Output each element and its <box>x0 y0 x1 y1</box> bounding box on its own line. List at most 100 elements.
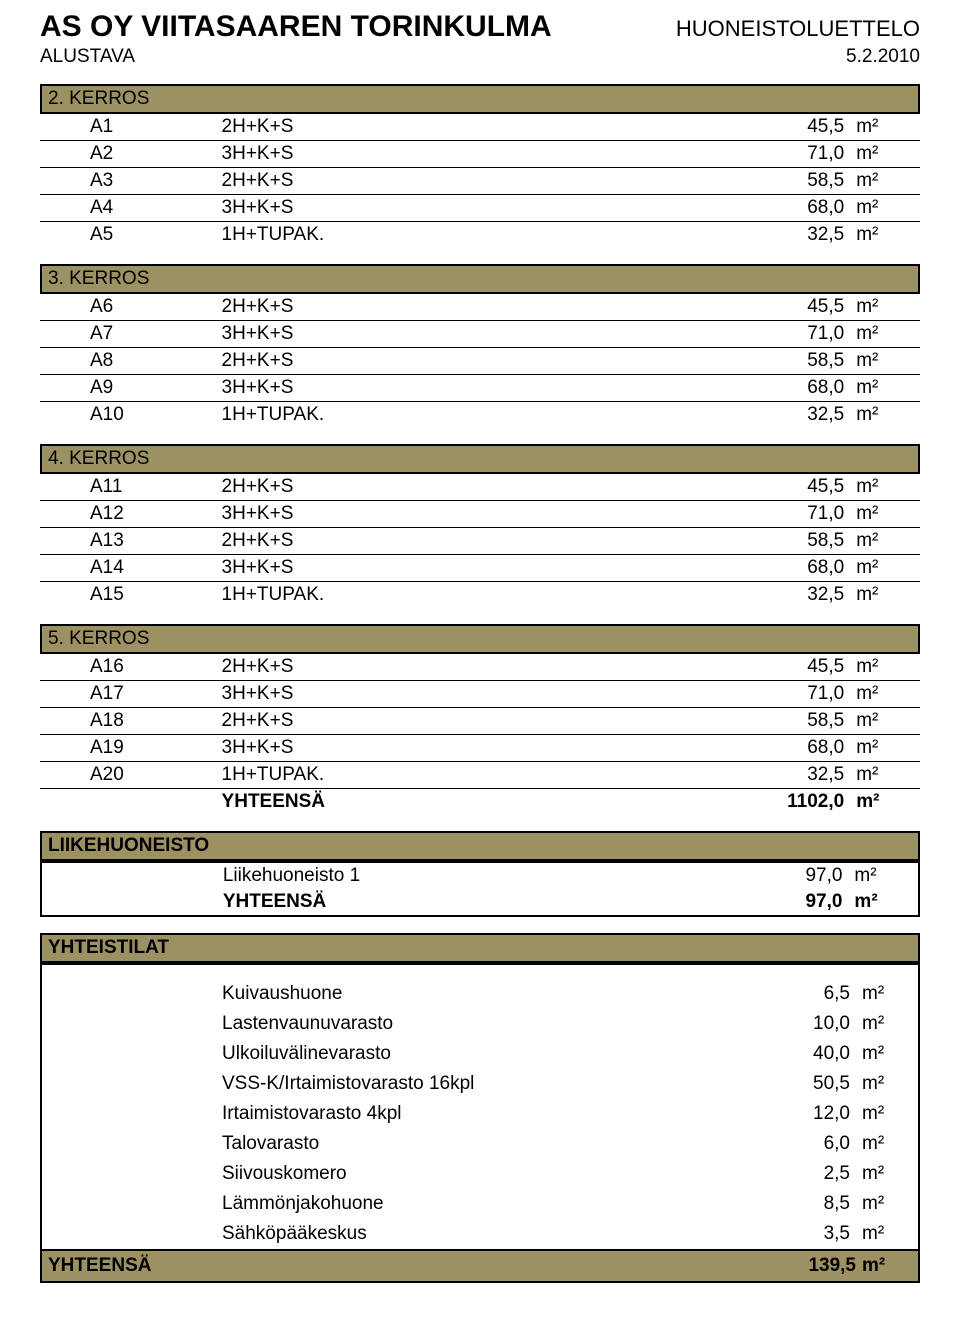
unit-type: 3H+K+S <box>216 375 657 402</box>
unit-id: A12 <box>40 501 216 528</box>
table-row: A93H+K+S68,0m² <box>40 375 920 402</box>
facility-label: Lämmönjakohuone <box>41 1189 684 1219</box>
unit-type: 1H+TUPAK. <box>216 402 657 429</box>
unit-type: 3H+K+S <box>216 681 657 708</box>
unit-area-unit: m² <box>850 402 920 429</box>
unit-area: 68,0 <box>657 735 851 762</box>
unit-id: A15 <box>40 582 216 609</box>
unit-area: 32,5 <box>657 582 851 609</box>
facility-value: 10,0 <box>684 1009 856 1039</box>
facility-label: Siivouskomero <box>41 1159 684 1189</box>
yhteistilat-total-unit: m² <box>862 1255 912 1277</box>
unit-type: 3H+K+S <box>216 195 657 222</box>
floor-header: 2. KERROS <box>40 84 920 114</box>
unit-type: 1H+TUPAK. <box>216 762 657 789</box>
table-row: Lastenvaunuvarasto10,0m² <box>41 1009 919 1039</box>
table-row: A173H+K+S71,0m² <box>40 681 920 708</box>
subtitle: ALUSTAVA <box>40 46 135 68</box>
floor-table: A112H+K+S45,5m²A123H+K+S71,0m²A132H+K+S5… <box>40 474 920 608</box>
unit-area: 58,5 <box>657 168 851 195</box>
unit-type: 2H+K+S <box>216 474 657 501</box>
unit-area-unit: m² <box>850 708 920 735</box>
floor-table: A12H+K+S45,5m²A23H+K+S71,0m²A32H+K+S58,5… <box>40 114 920 248</box>
floor-total-unit: m² <box>850 789 920 816</box>
unit-area-unit: m² <box>850 114 920 141</box>
unit-area-unit: m² <box>850 582 920 609</box>
unit-id: A4 <box>40 195 216 222</box>
table-row: Ulkoiluvälinevarasto40,0m² <box>41 1039 919 1069</box>
unit-id: A11 <box>40 474 216 501</box>
floor-table: A162H+K+S45,5m²A173H+K+S71,0m²A182H+K+S5… <box>40 654 920 815</box>
unit-area: 32,5 <box>657 222 851 249</box>
floor-total-value: 1102,0 <box>657 789 851 816</box>
unit-area: 68,0 <box>657 555 851 582</box>
unit-id: A8 <box>40 348 216 375</box>
table-row: A143H+K+S68,0m² <box>40 555 920 582</box>
unit-type: 3H+K+S <box>216 141 657 168</box>
facility-value: 8,5 <box>684 1189 856 1219</box>
unit-area-unit: m² <box>850 762 920 789</box>
facility-unit: m² <box>856 1189 919 1219</box>
unit-id: A9 <box>40 375 216 402</box>
table-row: VSS-K/Irtaimistovarasto 16kpl50,5m² <box>41 1069 919 1099</box>
floor-header: 5. KERROS <box>40 624 920 654</box>
table-row: A12H+K+S45,5m² <box>40 114 920 141</box>
unit-area: 32,5 <box>657 762 851 789</box>
facility-unit: m² <box>856 1129 919 1159</box>
unit-area-unit: m² <box>850 168 920 195</box>
facility-label: Irtaimistovarasto 4kpl <box>41 1099 684 1129</box>
unit-area-unit: m² <box>850 294 920 321</box>
liike-total-label: YHTEENSÄ <box>217 889 656 916</box>
unit-area-unit: m² <box>850 222 920 249</box>
floor-header: 3. KERROS <box>40 264 920 294</box>
facility-unit: m² <box>856 979 919 1009</box>
unit-area-unit: m² <box>850 348 920 375</box>
floor-total-label: YHTEENSÄ <box>216 789 657 816</box>
table-row: Liikehuoneisto 197,0m² <box>41 862 919 889</box>
facility-label: Kuivaushuone <box>41 979 684 1009</box>
liike-header: LIIKEHUONEISTO <box>40 831 920 861</box>
unit-type: 2H+K+S <box>216 348 657 375</box>
unit-id: A2 <box>40 141 216 168</box>
liike-unit: m² <box>848 862 919 889</box>
table-row: A43H+K+S68,0m² <box>40 195 920 222</box>
facility-unit: m² <box>856 1039 919 1069</box>
date: 5.2.2010 <box>846 46 920 68</box>
yhteistilat-total-num: 139,5 <box>696 1255 862 1277</box>
table-row: Sähköpääkeskus3,5m² <box>41 1219 919 1250</box>
unit-area-unit: m² <box>850 141 920 168</box>
unit-area: 58,5 <box>657 348 851 375</box>
unit-area: 58,5 <box>657 528 851 555</box>
table-row: A32H+K+S58,5m² <box>40 168 920 195</box>
liike-label: Liikehuoneisto 1 <box>217 862 656 889</box>
unit-type: 2H+K+S <box>216 114 657 141</box>
facility-value: 2,5 <box>684 1159 856 1189</box>
table-row: Irtaimistovarasto 4kpl12,0m² <box>41 1099 919 1129</box>
unit-type: 2H+K+S <box>216 168 657 195</box>
facility-label: Talovarasto <box>41 1129 684 1159</box>
liike-total-value: 97,0 <box>656 889 849 916</box>
unit-area-unit: m² <box>850 735 920 762</box>
facility-unit: m² <box>856 1069 919 1099</box>
floor-total-row: YHTEENSÄ1102,0m² <box>40 789 920 816</box>
unit-area-unit: m² <box>850 555 920 582</box>
unit-type: 3H+K+S <box>216 735 657 762</box>
unit-id: A3 <box>40 168 216 195</box>
table-row: A182H+K+S58,5m² <box>40 708 920 735</box>
unit-type: 2H+K+S <box>216 528 657 555</box>
unit-id: A20 <box>40 762 216 789</box>
liike-total-row: YHTEENSÄ97,0m² <box>41 889 919 916</box>
facility-label: VSS-K/Irtaimistovarasto 16kpl <box>41 1069 684 1099</box>
unit-id: A10 <box>40 402 216 429</box>
unit-area-unit: m² <box>850 474 920 501</box>
header-row: AS OY VIITASAAREN TORINKULMA HUONEISTOLU… <box>40 10 920 44</box>
unit-area-unit: m² <box>850 681 920 708</box>
facility-value: 6,5 <box>684 979 856 1009</box>
unit-type: 3H+K+S <box>216 321 657 348</box>
unit-id: A14 <box>40 555 216 582</box>
unit-area: 58,5 <box>657 708 851 735</box>
floors-container: 2. KERROSA12H+K+S45,5m²A23H+K+S71,0m²A32… <box>40 84 920 815</box>
table-row: A193H+K+S68,0m² <box>40 735 920 762</box>
unit-area: 68,0 <box>657 195 851 222</box>
unit-area: 71,0 <box>657 141 851 168</box>
